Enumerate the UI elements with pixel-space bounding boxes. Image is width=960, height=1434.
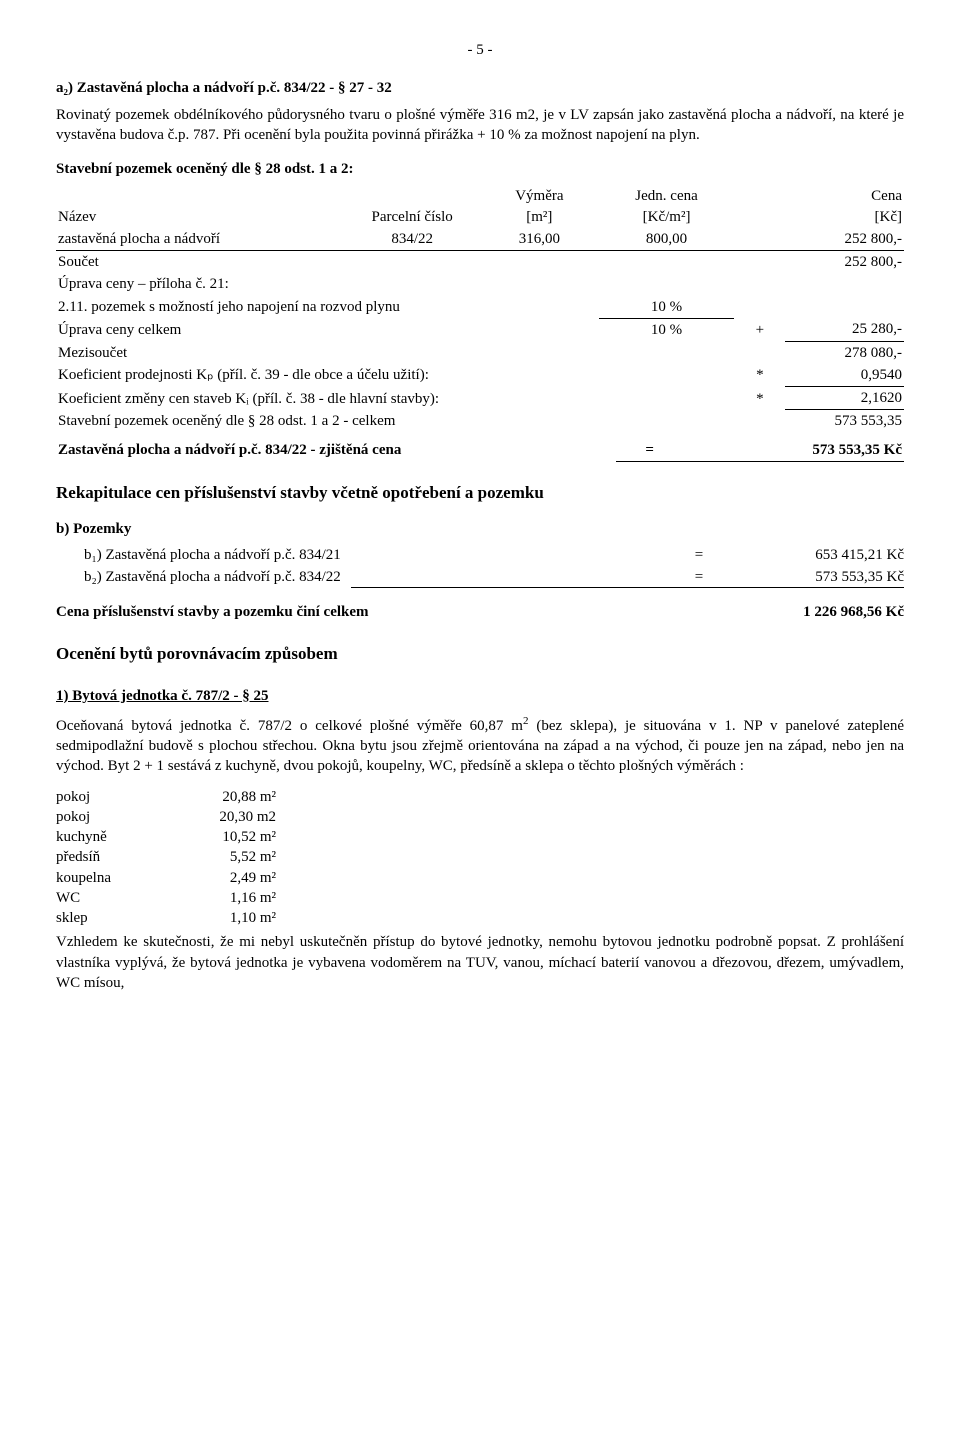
cell-spacer [734,228,785,251]
cell-parcela: 834/22 [344,228,480,251]
room-value: 20,88 m² [176,787,276,807]
unit-para1a: Oceňovaná bytová jednotka č. 787/2 o cel… [56,718,523,734]
room-list: pokoj20,88 m² pokoj20,30 m2 kuchyně10,52… [56,787,904,929]
th-parcela: Parcelní číslo [344,185,480,228]
kp-val: 0,9540 [785,364,904,387]
rekap-b2-val: 573 553,35 Kč [724,567,904,588]
room-value: 1,16 m² [176,888,276,908]
mezisoucet-val: 278 080,- [785,341,904,364]
ki-row: Koeficient změny cen staveb Kᵢ (příl. č.… [56,387,904,410]
th-spacer [734,185,785,228]
cell-vymera: 316,00 [480,228,599,251]
uprava-label-row: Úprava ceny – příloha č. 21: [56,273,904,295]
ki-val: 2,1620 [785,387,904,410]
room-row: sklep1,10 m² [56,908,904,928]
celkem-row: Stavební pozemek oceněný dle § 28 odst. … [56,410,904,433]
th-cena-unit: [Kč] [875,209,902,225]
th-jedncena-unit: [Kč/m²] [643,209,691,225]
r211-label: 2.11. pozemek s možností jeho napojení n… [56,296,599,319]
r211-pct: 10 % [599,296,735,319]
result-eq: = [616,439,684,462]
soucet-value: 252 800,- [785,251,904,274]
table-row: zastavěná plocha a nádvoří 834/22 316,00… [56,228,904,251]
uprava-celkem-row: Úprava ceny celkem 10 % + 25 280,- [56,318,904,341]
room-name: koupelna [56,868,176,888]
uprava-celkem-val: 25 280,- [785,318,904,341]
rekap-total-val: 1 226 968,56 Kč [803,602,904,622]
rekap-total-row: Cena příslušenství stavby a pozemku činí… [56,602,904,622]
room-name: pokoj [56,787,176,807]
section-a2-heading: a₂) Zastavěná plocha a nádvoří p.č. 834/… [56,78,904,98]
th-jedn-cena: Jedn. cena [Kč/m²] [599,185,735,228]
kp-label: Koeficient prodejnosti Kₚ (příl. č. 39 -… [56,364,734,387]
mezisoucet-label: Mezisoučet [56,341,785,364]
uprava-label: Úprava ceny – příloha č. 21: [56,273,904,295]
celkem-val: 573 553,35 [785,410,904,433]
kp-row: Koeficient prodejnosti Kₚ (příl. č. 39 -… [56,364,904,387]
room-name: sklep [56,908,176,928]
room-value: 20,30 m2 [176,807,276,827]
room-value: 10,52 m² [176,827,276,847]
room-name: kuchyně [56,827,176,847]
th-vymera: Výměra [m²] [480,185,599,228]
ki-label: Koeficient změny cen staveb Kᵢ (příl. č.… [56,387,734,410]
cell-nazev: zastavěná plocha a nádvoří [56,228,344,251]
table-header-row: Název Parcelní číslo Výměra [m²] Jedn. c… [56,185,904,228]
rekap-total-label: Cena příslušenství stavby a pozemku činí… [56,602,369,622]
celkem-label: Stavební pozemek oceněný dle § 28 odst. … [56,410,785,433]
room-value: 1,10 m² [176,908,276,928]
cell-jedncena: 800,00 [599,228,735,251]
mezisoucet-row: Mezisoučet 278 080,- [56,341,904,364]
r211-row: 2.11. pozemek s možností jeho napojení n… [56,296,904,319]
rekap-heading: Rekapitulace cen příslušenství stavby vč… [56,482,904,505]
rekap-b1-label: b₁) Zastavěná plocha a nádvoří p.č. 834/… [56,545,351,565]
th-nazev: Název [56,185,344,228]
cell-cena: 252 800,- [785,228,904,251]
uprava-celkem-op: + [734,318,785,341]
room-name: pokoj [56,807,176,827]
room-row: koupelna2,49 m² [56,868,904,888]
room-name: předsíň [56,847,176,867]
valuation-table: Název Parcelní číslo Výměra [m²] Jedn. c… [56,185,904,432]
rekap-b1-val: 653 415,21 Kč [724,545,904,565]
room-row: kuchyně10,52 m² [56,827,904,847]
soucet-row: Součet 252 800,- [56,251,904,274]
rekap-subhead: b) Pozemky [56,519,904,539]
rekap-b2-row: b₂) Zastavěná plocha a nádvoří p.č. 834/… [56,567,904,588]
room-row: pokoj20,88 m² [56,787,904,807]
rekap-b2-label: b₂) Zastavěná plocha a nádvoří p.č. 834/… [56,567,351,588]
th-jedncena-label: Jedn. cena [635,188,697,204]
section-a2-paragraph: Rovinatý pozemek obdélníkového půdorysné… [56,105,904,146]
uprava-celkem-pct: 10 % [599,318,735,341]
soucet-label: Součet [56,251,785,274]
room-value: 2,49 m² [176,868,276,888]
unit-para-1: Oceňovaná bytová jednotka č. 787/2 o cel… [56,714,904,777]
kp-op: * [734,364,785,387]
unit-para-2: Vzhledem ke skutečnosti, že mi nebyl usk… [56,932,904,993]
room-row: předsíň5,52 m² [56,847,904,867]
room-row: pokoj20,30 m2 [56,807,904,827]
th-cena-label: Cena [871,188,902,204]
th-cena: Cena [Kč] [785,185,904,228]
ki-op: * [734,387,785,410]
rekap-b2-eq: = [674,567,724,588]
result-row: Zastavěná plocha a nádvoří p.č. 834/22 -… [56,439,904,462]
rekap-b1-row: b₁) Zastavěná plocha a nádvoří p.č. 834/… [56,545,904,565]
th-vymera-unit: [m²] [526,209,552,225]
room-name: WC [56,888,176,908]
th-vymera-label: Výměra [515,188,563,204]
page-number: - 5 - [56,40,904,60]
result-val: 573 553,35 Kč [684,439,904,462]
room-value: 5,52 m² [176,847,276,867]
rekap-b1-eq: = [674,545,724,565]
uprava-celkem-label: Úprava ceny celkem [56,318,599,341]
ocen-heading: Ocenění bytů porovnávacím způsobem [56,643,904,666]
pozemek-subheading: Stavební pozemek oceněný dle § 28 odst. … [56,159,904,179]
result-label: Zastavěná plocha a nádvoří p.č. 834/22 -… [56,439,616,462]
unit-heading: 1) Bytová jednotka č. 787/2 - § 25 [56,686,904,706]
room-row: WC1,16 m² [56,888,904,908]
